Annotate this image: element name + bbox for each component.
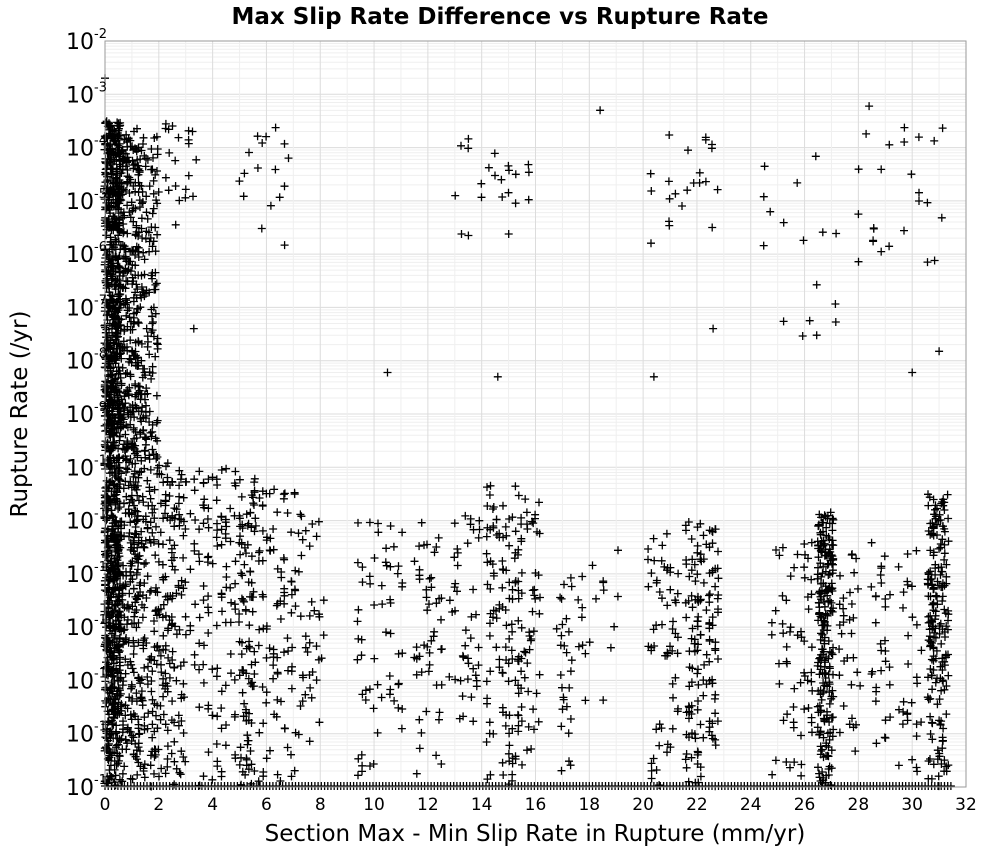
y-tick-label: 10-12 [66, 560, 115, 588]
y-tick-label: 10-9 [66, 400, 107, 428]
x-tick-label: 18 [578, 795, 600, 815]
x-tick-label: 6 [261, 795, 272, 815]
y-tick-label: 10-8 [66, 347, 107, 375]
y-tick-label: 10-6 [66, 240, 107, 268]
x-tick-label: 32 [955, 795, 977, 815]
x-axis-label: Section Max - Min Slip Rate in Rupture (… [265, 821, 806, 847]
x-axis-ticks: 0 2 4 6 8 10 12 14 16 18 20 22 24 26 28 30 32 [100, 795, 977, 815]
y-axis-label: Rupture Rate (/yr) [7, 311, 33, 518]
y-tick-label: 10-13 [66, 613, 115, 641]
y-tick-label: 10-15 [66, 720, 115, 748]
y-tick-label: 10-4 [66, 134, 107, 162]
y-tick-label: 10-14 [66, 666, 115, 694]
y-tick-label: 10-3 [66, 80, 107, 108]
x-tick-label: 2 [153, 795, 164, 815]
scatter-point-markers [100, 74, 955, 791]
chart-title: Max Slip Rate Difference vs Rupture Rate [231, 4, 768, 30]
x-tick-label: 30 [901, 795, 923, 815]
y-tick-label: 10-2 [66, 27, 107, 55]
y-tick-label: 10-10 [66, 453, 115, 481]
x-tick-label: 10 [363, 795, 385, 815]
plot-frame [104, 40, 967, 788]
x-tick-label: 24 [740, 795, 762, 815]
x-tick-label: 14 [471, 795, 493, 815]
x-tick-label: 12 [417, 795, 439, 815]
x-tick-label: 26 [794, 795, 816, 815]
x-tick-label: 4 [207, 795, 218, 815]
x-tick-label: 0 [100, 795, 111, 815]
y-tick-label: 10-16 [66, 773, 115, 801]
x-tick-label: 28 [848, 795, 870, 815]
x-tick-label: 22 [686, 795, 708, 815]
x-tick-label: 8 [315, 795, 326, 815]
y-tick-label: 10-5 [66, 187, 107, 215]
x-tick-label: 20 [632, 795, 654, 815]
y-tick-label: 10-11 [66, 507, 115, 535]
y-axis-ticks: 10-16 10-15 10-14 10-13 10-12 10-11 10-10 10-9 1… [66, 27, 115, 801]
y-tick-label: 10-7 [66, 293, 107, 321]
x-tick-label: 16 [525, 795, 547, 815]
data-points [100, 74, 955, 791]
